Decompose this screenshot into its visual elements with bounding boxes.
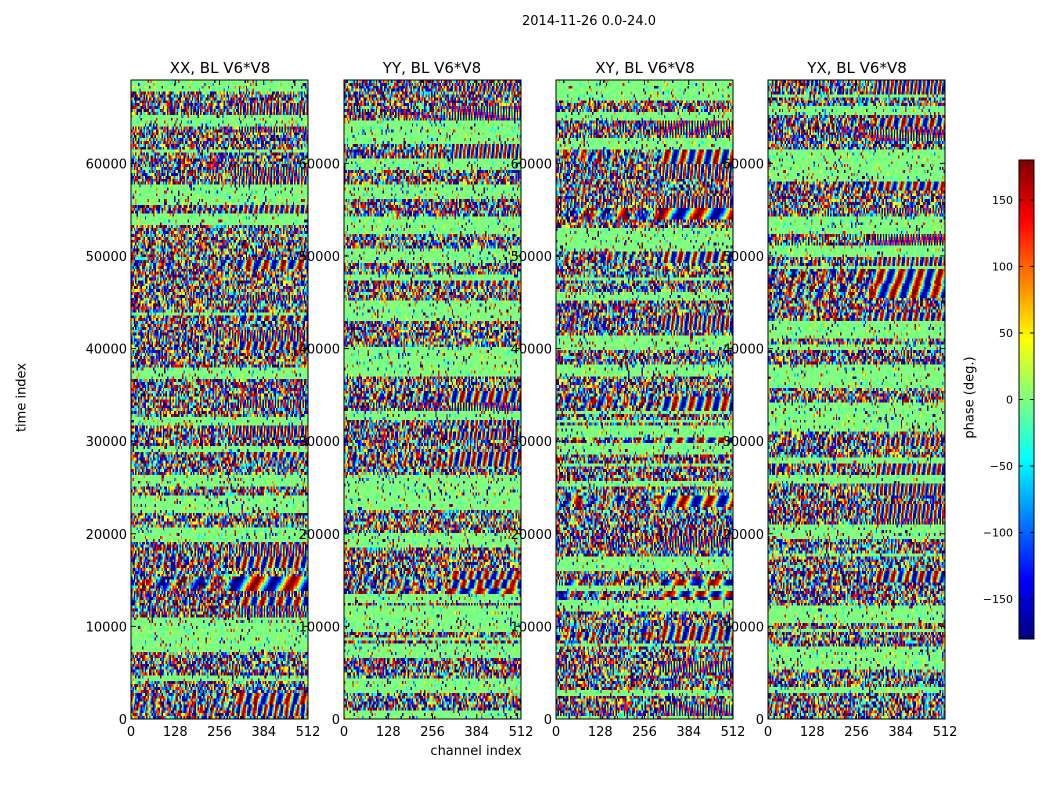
x-tick-label: 128	[588, 725, 613, 740]
y-tick-label: 60000	[86, 157, 127, 172]
y-tick-label: 10000	[723, 620, 764, 635]
panel-1: 0 128 256 384 512 0 10000 20000 30000 40000 50000 6…	[299, 79, 534, 740]
y-tick-label: 30000	[299, 435, 340, 450]
colorbar-tick-label: −150	[983, 593, 1013, 606]
y-tick-label: 20000	[86, 528, 127, 543]
y-tick-label: 30000	[723, 435, 764, 450]
x-tick-label: 384	[251, 725, 276, 740]
y-tick-label: 0	[756, 713, 764, 728]
heatmap-image	[131, 80, 308, 719]
x-tick-label: 512	[721, 725, 746, 740]
y-tick-label: 0	[544, 713, 552, 728]
y-tick-label: 40000	[299, 343, 340, 358]
x-tick-label: 256	[420, 725, 445, 740]
colorbar-tick-label: 100	[992, 260, 1013, 273]
x-tick-label: 128	[376, 725, 401, 740]
x-tick-label: 256	[207, 725, 232, 740]
y-tick-label: 50000	[86, 250, 127, 265]
colorbar-tick-label: 0	[1006, 394, 1013, 407]
x-tick-label: 384	[888, 725, 913, 740]
y-tick-label: 20000	[723, 528, 764, 543]
heatmap-image	[768, 80, 945, 719]
x-tick-label: 0	[127, 725, 135, 740]
y-tick-label: 50000	[511, 250, 552, 265]
y-tick-label: 0	[332, 713, 340, 728]
y-tick-label: 50000	[299, 250, 340, 265]
colorbar-tick-label: −50	[990, 460, 1013, 473]
colorbar-tick-label: −100	[983, 527, 1013, 540]
y-tick-label: 60000	[299, 157, 340, 172]
x-tick-label: 256	[632, 725, 657, 740]
panel-title-xx: XX, BL V6*V8	[169, 59, 271, 77]
y-tick-label: 40000	[511, 343, 552, 358]
panel-0: 0 128 256 384 512 0 10000 20000 30000 40000 50000 6…	[86, 79, 321, 740]
y-tick-label: 50000	[723, 250, 764, 265]
panel-title-yx: YX, BL V6*V8	[807, 59, 907, 77]
x-tick-label: 512	[509, 725, 534, 740]
y-tick-label: 20000	[511, 528, 552, 543]
panel-2: 0 128 256 384 512 0 10000 20000 30000 40000 50000 6…	[511, 79, 746, 740]
x-tick-label: 384	[464, 725, 489, 740]
x-tick-label: 384	[676, 725, 701, 740]
y-tick-label: 10000	[511, 620, 552, 635]
x-tick-label: 512	[296, 725, 321, 740]
x-tick-label: 128	[800, 725, 825, 740]
y-tick-label: 60000	[723, 157, 764, 172]
x-tick-label: 0	[552, 725, 560, 740]
y-axis-label: time index	[14, 362, 30, 433]
heatmap-image	[344, 80, 521, 719]
y-tick-label: 60000	[511, 157, 552, 172]
y-tick-label: 30000	[511, 435, 552, 450]
x-tick-label: 512	[933, 725, 958, 740]
y-tick-label: 10000	[299, 620, 340, 635]
x-tick-label: 256	[844, 725, 869, 740]
heatmap-image	[556, 80, 733, 719]
y-tick-label: 20000	[299, 528, 340, 543]
y-tick-label: 40000	[723, 343, 764, 358]
x-tick-label: 0	[340, 725, 348, 740]
figure-suptitle: 2014-11-26 0.0-24.0	[522, 14, 656, 29]
colorbar-tick-label: 150	[992, 194, 1013, 207]
y-tick-label: 30000	[86, 435, 127, 450]
y-tick-label: 40000	[86, 343, 127, 358]
panel-title-xy: XY, BL V6*V8	[595, 59, 695, 77]
colorbar-label: phase (deg.)	[962, 356, 978, 439]
y-tick-label: 10000	[86, 620, 127, 635]
x-axis-label: channel index	[430, 744, 522, 759]
x-tick-label: 128	[163, 725, 188, 740]
panel-3: 0 128 256 384 512 0 10000 20000 30000 40000 50000 6…	[723, 79, 958, 740]
panel-title-yy: YY, BL V6*V8	[382, 59, 482, 77]
colorbar-tick-label: 50	[999, 327, 1013, 340]
y-tick-label: 0	[119, 713, 127, 728]
x-tick-label: 0	[764, 725, 772, 740]
